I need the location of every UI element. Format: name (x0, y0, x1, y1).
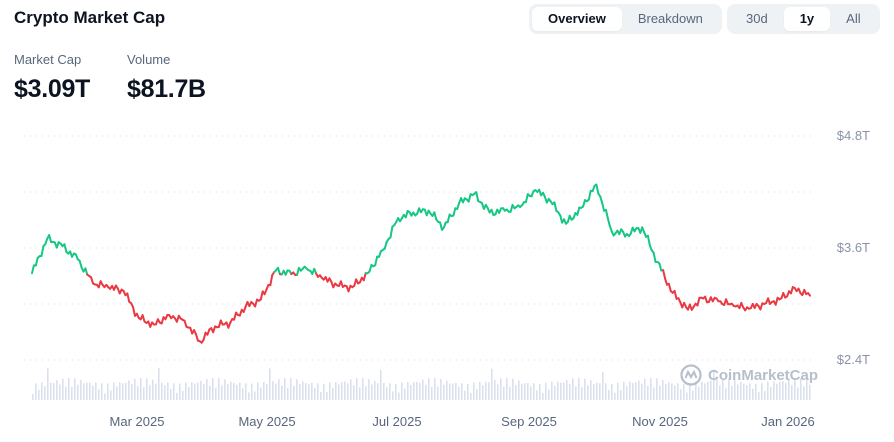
watermark: CoinMarketCap (680, 364, 818, 386)
x-tick-jul-2025: Jul 2025 (372, 414, 422, 429)
x-tick-sep-2025: Sep 2025 (501, 414, 557, 429)
watermark-text: CoinMarketCap (708, 366, 819, 384)
market-cap-stat: Market Cap $3.09T (14, 52, 90, 104)
range-toggle: 30d 1y All (727, 4, 880, 34)
x-tick-may-2025: May 2025 (238, 414, 296, 429)
y-tick-3.6: $3.6T (836, 240, 870, 255)
range-1y[interactable]: 1y (783, 7, 831, 31)
range-30d[interactable]: 30d (746, 11, 768, 26)
volume-bars (32, 368, 811, 400)
market-cap-label: Market Cap (14, 52, 82, 67)
tab-overview[interactable]: Overview (532, 7, 622, 31)
price-line (31, 183, 811, 344)
view-toggle: Overview Breakdown (529, 4, 722, 34)
y-tick-2.4: $2.4T (836, 352, 870, 367)
x-tick-nov-2025: Nov 2025 (632, 414, 688, 429)
y-tick-4.8: $4.8T (836, 128, 870, 143)
market-cap-value: $3.09T (14, 75, 91, 103)
x-tick-mar-2025: Mar 2025 (109, 414, 165, 429)
volume-label: Volume (127, 52, 171, 67)
volume-stat: Volume $81.7B (127, 52, 206, 104)
volume-value: $81.7B (127, 75, 206, 103)
coinmarketcap-logo-icon (680, 364, 702, 386)
range-all[interactable]: All (846, 11, 861, 26)
gridlines (24, 135, 816, 361)
x-tick-jan-2026: Jan 2026 (761, 414, 815, 429)
tab-breakdown[interactable]: Breakdown (637, 11, 703, 26)
page-title: Crypto Market Cap (14, 8, 166, 27)
